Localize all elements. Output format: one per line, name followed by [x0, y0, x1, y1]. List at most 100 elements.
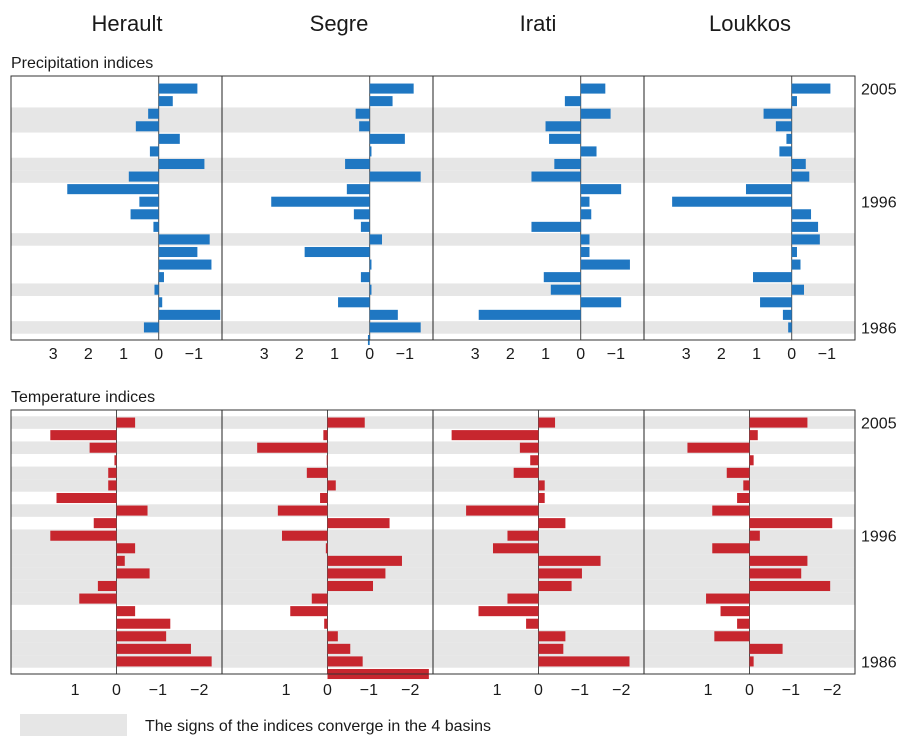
- bar-temperature-segre-2002: [326, 455, 328, 466]
- bar-precipitation-herault-2004: [158, 96, 173, 107]
- bar-precipitation-segre-1987: [369, 309, 398, 320]
- x-tick-label-precipitation-loukkos-2: 1: [752, 346, 761, 363]
- bar-temperature-segre-1998: [277, 505, 328, 516]
- temperature-panel: 1 0 −1 −2 1 0 −1 −2 1 0 −1 −2 1 0 −1 −2 2005 1996 1986: [10, 409, 897, 699]
- bar-precipitation-loukkos-1997: [745, 184, 792, 195]
- bar-temperature-loukkos-1999: [737, 492, 750, 504]
- x-tick-label-temperature-loukkos-3: −2: [823, 682, 841, 699]
- bar-temperature-segre-1989: [324, 618, 328, 629]
- bar-precipitation-loukkos-1989: [791, 284, 805, 295]
- bar-temperature-irati-1986: [538, 656, 630, 667]
- bar-temperature-herault-2003: [89, 442, 117, 453]
- bar-temperature-herault-1993: [116, 568, 150, 579]
- x-tick-label-precipitation-segre-4: −1: [396, 346, 414, 363]
- bar-temperature-irati-1992: [538, 580, 572, 592]
- x-tick-label-precipitation-herault-1: 2: [84, 346, 93, 363]
- bar-precipitation-loukkos-1999: [791, 158, 806, 170]
- bar-temperature-segre-1994: [327, 555, 402, 566]
- bar-temperature-irati-1996: [507, 530, 539, 541]
- basin-title-herault: Herault: [92, 11, 163, 36]
- bar-temperature-segre-2000: [327, 480, 336, 491]
- x-tick-label-temperature-segre-2: −1: [360, 682, 378, 699]
- x-tick-label-temperature-herault-1: 0: [112, 682, 121, 699]
- bar-temperature-segre-2005: [327, 417, 365, 428]
- bar-precipitation-irati-2001: [549, 133, 581, 144]
- bar-temperature-loukkos-2005: [749, 417, 808, 428]
- bar-precipitation-segre-1994: [360, 221, 370, 232]
- x-tick-label-precipitation-loukkos-0: 3: [682, 346, 691, 363]
- bar-temperature-herault-1991: [79, 593, 117, 604]
- year-label-temperature-2005: 2005: [861, 416, 897, 433]
- bar-temperature-segre-1988: [327, 631, 338, 642]
- x-tick-label-precipitation-loukkos-4: −1: [818, 346, 836, 363]
- basin-title-loukkos: Loukkos: [709, 11, 791, 36]
- x-tick-label-temperature-segre-1: 0: [323, 682, 332, 699]
- bar-precipitation-irati-1997: [580, 184, 622, 195]
- bar-precipitation-segre-2004: [369, 96, 393, 107]
- x-tick-label-precipitation-loukkos-1: 2: [717, 346, 726, 363]
- bar-temperature-irati-2005: [538, 417, 556, 428]
- bar-temperature-irati-2004: [451, 430, 539, 441]
- bar-temperature-loukkos-1997: [749, 518, 833, 529]
- x-tick-label-temperature-loukkos-0: 1: [704, 682, 713, 699]
- bar-temperature-loukkos-1998: [712, 505, 750, 516]
- bar-temperature-loukkos-1995: [712, 543, 750, 554]
- bar-temperature-herault-1986: [116, 656, 212, 667]
- bar-temperature-loukkos-2004: [749, 430, 758, 441]
- x-tick-label-temperature-herault-3: −2: [190, 682, 208, 699]
- bar-precipitation-segre-1990: [360, 272, 370, 283]
- bar-precipitation-loukkos-1995: [791, 209, 812, 220]
- x-tick-label-precipitation-irati-4: −1: [607, 346, 625, 363]
- bar-precipitation-loukkos-1986: [788, 322, 792, 333]
- bar-precipitation-loukkos-2004: [791, 96, 797, 107]
- bar-temperature-loukkos-1986: [749, 656, 754, 667]
- bar-precipitation-segre-2005: [369, 83, 414, 94]
- bar-precipitation-segre-2001: [369, 133, 405, 144]
- bar-temperature-irati-1999: [538, 492, 545, 504]
- bar-precipitation-loukkos-2000: [779, 146, 792, 157]
- bar-temperature-irati-1987: [538, 643, 564, 654]
- year-label-precipitation-1986: 1986: [861, 320, 897, 337]
- bar-precipitation-irati-1995: [580, 209, 592, 220]
- bar-temperature-loukkos-1993: [749, 568, 802, 579]
- x-tick-label-temperature-segre-0: 1: [282, 682, 291, 699]
- bar-temperature-herault-1995: [116, 543, 136, 554]
- bar-precipitation-herault-2000: [149, 146, 159, 157]
- x-tick-label-temperature-loukkos-1: 0: [745, 682, 754, 699]
- bar-precipitation-irati-1993: [580, 234, 590, 245]
- bar-temperature-loukkos-2001: [726, 467, 750, 478]
- bar-precipitation-herault-1994: [153, 221, 159, 232]
- bar-temperature-herault-1999: [56, 492, 117, 504]
- bar-precipitation-herault-1986: [143, 322, 159, 333]
- x-tick-label-temperature-irati-3: −2: [612, 682, 630, 699]
- bar-temperature-irati-1995: [492, 543, 539, 554]
- bar-temperature-irati-1991: [507, 593, 539, 604]
- x-tick-label-precipitation-irati-2: 1: [541, 346, 550, 363]
- bar-precipitation-irati-1994: [531, 221, 581, 232]
- bar-precipitation-herault-1995: [130, 209, 159, 220]
- bar-precipitation-herault-1987: [158, 309, 221, 320]
- bar-temperature-herault-1997: [93, 518, 117, 529]
- bar-precipitation-irati-2000: [580, 146, 597, 157]
- x-tick-label-precipitation-segre-1: 2: [295, 346, 304, 363]
- x-tick-label-temperature-segre-3: −2: [401, 682, 419, 699]
- bar-temperature-irati-1989: [526, 618, 539, 629]
- bar-temperature-loukkos-1990: [720, 606, 750, 617]
- bar-precipitation-loukkos-2005: [791, 83, 831, 94]
- bar-precipitation-segre-1999: [345, 158, 370, 170]
- year-label-temperature-1986: 1986: [861, 654, 897, 671]
- bar-temperature-herault-1998: [116, 505, 148, 516]
- bar-temperature-segre-1987: [327, 643, 351, 654]
- bar-precipitation-herault-1988: [158, 297, 163, 308]
- bar-temperature-irati-1993: [538, 568, 582, 579]
- bar-precipitation-loukkos-1996: [672, 196, 792, 207]
- legend: The signs of the indices converge in the…: [20, 714, 491, 736]
- bar-precipitation-irati-2005: [580, 83, 606, 94]
- bar-precipitation-herault-2005: [158, 83, 198, 94]
- bar-temperature-herault-1987: [116, 643, 191, 654]
- bar-precipitation-segre-1986: [369, 322, 421, 333]
- bar-temperature-loukkos-1994: [749, 555, 808, 566]
- bar-precipitation-irati-1999: [554, 158, 581, 170]
- year-label-precipitation-2005: 2005: [861, 82, 897, 99]
